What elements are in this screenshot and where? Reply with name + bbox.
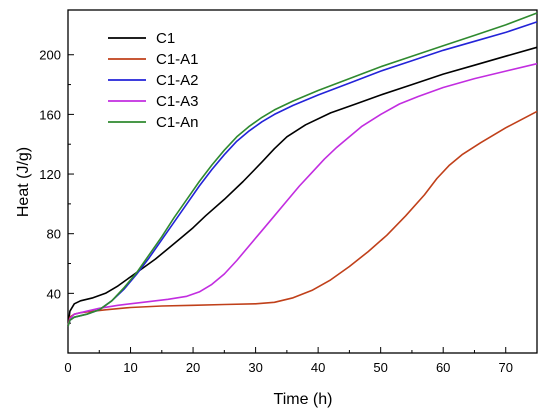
y-tick-label: 200 xyxy=(39,48,61,63)
legend-label-c1: C1 xyxy=(156,30,175,47)
x-tick-label: 10 xyxy=(123,360,137,375)
x-tick-label: 50 xyxy=(373,360,387,375)
legend-label-c1-a1: C1-A1 xyxy=(156,51,199,68)
plot-frame xyxy=(67,9,538,354)
legend-label-c1-an: C1-An xyxy=(156,114,199,131)
legend-label-c1-a3: C1-A3 xyxy=(156,93,199,110)
series-line-c1-an xyxy=(67,12,538,327)
x-tick-label: 70 xyxy=(498,360,512,375)
x-tick-label: 20 xyxy=(186,360,200,375)
legend-label-c1-a2: C1-A2 xyxy=(156,72,199,89)
x-tick-label: 60 xyxy=(436,360,450,375)
series-line-c1-a3 xyxy=(67,62,538,327)
legend: C1 C1-A1 C1-A2 C1-A3 C1-An xyxy=(108,30,199,131)
y-tick-label: 160 xyxy=(39,107,61,122)
x-tick-label: 0 xyxy=(64,360,71,375)
y-tick-label: 80 xyxy=(47,227,61,242)
series-line-c1-a1 xyxy=(67,110,538,327)
x-axis-title: Time (h) xyxy=(274,391,333,408)
y-axis-title: Heat (J/g) xyxy=(15,147,32,217)
series-lines xyxy=(67,12,538,327)
x-tick-label: 40 xyxy=(311,360,325,375)
axis-ticks: 0 10 20 30 40 50 60 70 40 80 120 160 200 xyxy=(39,48,513,375)
series-line-c1 xyxy=(67,46,538,327)
y-tick-label: 40 xyxy=(47,286,61,301)
x-tick-label: 30 xyxy=(248,360,262,375)
y-tick-label: 120 xyxy=(39,167,61,182)
